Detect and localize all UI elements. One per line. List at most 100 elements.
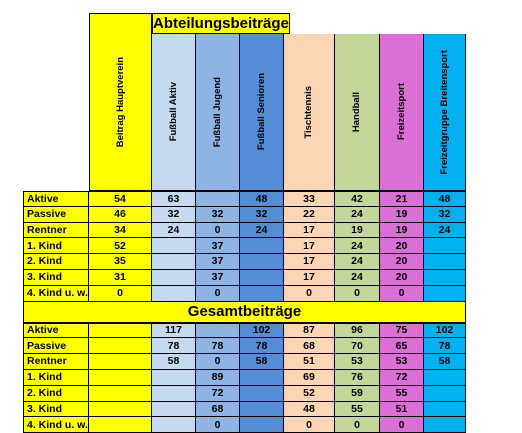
value-cell: [424, 270, 466, 286]
value-cell: [152, 370, 196, 386]
value-cell: [240, 401, 284, 418]
row-label: 1. Kind: [23, 370, 89, 386]
value-cell: [89, 417, 152, 433]
value-cell: [424, 385, 466, 402]
value-cell: 0: [196, 417, 240, 433]
row-label: 3. Kind: [23, 270, 89, 286]
value-cell: [240, 370, 284, 386]
value-cell: 78: [240, 338, 284, 355]
value-cell: 63: [152, 191, 196, 207]
value-cell: [152, 270, 196, 286]
value-cell: 21: [380, 191, 424, 207]
value-cell: 24: [424, 222, 466, 239]
value-cell: 58: [424, 354, 466, 370]
column-header-label: Fußball Aktiv: [167, 82, 179, 142]
value-cell: 48: [424, 191, 466, 207]
value-cell: 51: [380, 401, 424, 418]
column-header: Fußball Senioren: [240, 34, 284, 191]
value-cell: 52: [89, 238, 152, 255]
column-header: Tischtennis: [284, 34, 335, 191]
value-cell: [240, 285, 284, 302]
value-cell: 55: [380, 385, 424, 402]
value-cell: 96: [335, 322, 380, 339]
column-header: Freizeitsport: [380, 34, 424, 191]
column-header-label: Freizeitgruppe Breitensport: [438, 49, 450, 175]
value-cell: 0: [196, 222, 240, 239]
value-cell: 69: [284, 370, 335, 386]
column-header-label: Handball: [351, 91, 363, 133]
value-cell: [240, 385, 284, 402]
value-cell: 52: [284, 385, 335, 402]
value-cell: 17: [284, 270, 335, 286]
value-cell: 87: [284, 322, 335, 339]
value-cell: 17: [284, 254, 335, 270]
value-cell: 70: [335, 338, 380, 355]
value-cell: 72: [380, 370, 424, 386]
value-cell: 59: [335, 385, 380, 402]
contribution-table: Abteilungsbeiträge Gesamtbeiträge Beitra…: [23, 13, 466, 433]
value-cell: 32: [240, 206, 284, 223]
value-cell: 42: [335, 191, 380, 207]
value-cell: [240, 270, 284, 286]
value-cell: 72: [196, 385, 240, 402]
value-cell: 117: [152, 322, 196, 339]
value-cell: 75: [380, 322, 424, 339]
value-cell: 32: [152, 206, 196, 223]
value-cell: [152, 385, 196, 402]
row-label: Aktive: [23, 322, 89, 339]
row-label: 3. Kind: [23, 401, 89, 418]
value-cell: [89, 370, 152, 386]
row-label: Passive: [23, 338, 89, 355]
value-cell: [196, 191, 240, 207]
value-cell: [89, 385, 152, 402]
value-cell: 68: [196, 401, 240, 418]
value-cell: 20: [380, 270, 424, 286]
value-cell: [240, 254, 284, 270]
value-cell: 37: [196, 254, 240, 270]
value-cell: 0: [380, 285, 424, 302]
row-label: Passive: [23, 206, 89, 223]
value-cell: 31: [89, 270, 152, 286]
value-cell: [196, 322, 240, 339]
value-cell: [424, 254, 466, 270]
value-cell: 68: [284, 338, 335, 355]
value-cell: 0: [284, 285, 335, 302]
value-cell: 58: [152, 354, 196, 370]
value-cell: 32: [196, 206, 240, 223]
row-label: 1. Kind: [23, 238, 89, 255]
value-cell: 32: [424, 206, 466, 223]
row-label: 4. Kind u. w.: [23, 285, 89, 302]
value-cell: [240, 238, 284, 255]
row-label: Rentner: [23, 222, 89, 239]
value-cell: 24: [335, 238, 380, 255]
value-cell: 0: [335, 285, 380, 302]
row-label: 4. Kind u. w.: [23, 417, 89, 433]
value-cell: 46: [89, 206, 152, 223]
value-cell: 0: [89, 285, 152, 302]
value-cell: [89, 401, 152, 418]
value-cell: 58: [240, 354, 284, 370]
row-label: 2. Kind: [23, 385, 89, 402]
column-header-label: Fußball Jugend: [211, 76, 223, 148]
value-cell: 22: [284, 206, 335, 223]
value-cell: 102: [424, 322, 466, 339]
column-header: Fußball Jugend: [196, 34, 240, 191]
row-label: Aktive: [23, 191, 89, 207]
value-cell: 0: [380, 417, 424, 433]
value-cell: [240, 417, 284, 433]
value-cell: 37: [196, 238, 240, 255]
value-cell: 0: [196, 285, 240, 302]
value-cell: [152, 417, 196, 433]
value-cell: 76: [335, 370, 380, 386]
value-cell: 0: [284, 417, 335, 433]
value-cell: 24: [335, 254, 380, 270]
value-cell: [89, 322, 152, 339]
value-cell: [89, 338, 152, 355]
column-header: Freizeitgruppe Breitensport: [424, 34, 466, 191]
value-cell: 78: [152, 338, 196, 355]
value-cell: 53: [335, 354, 380, 370]
value-cell: 0: [196, 354, 240, 370]
value-cell: 19: [335, 222, 380, 239]
column-header: Beitrag Hauptverein: [89, 13, 152, 191]
value-cell: 24: [335, 206, 380, 223]
